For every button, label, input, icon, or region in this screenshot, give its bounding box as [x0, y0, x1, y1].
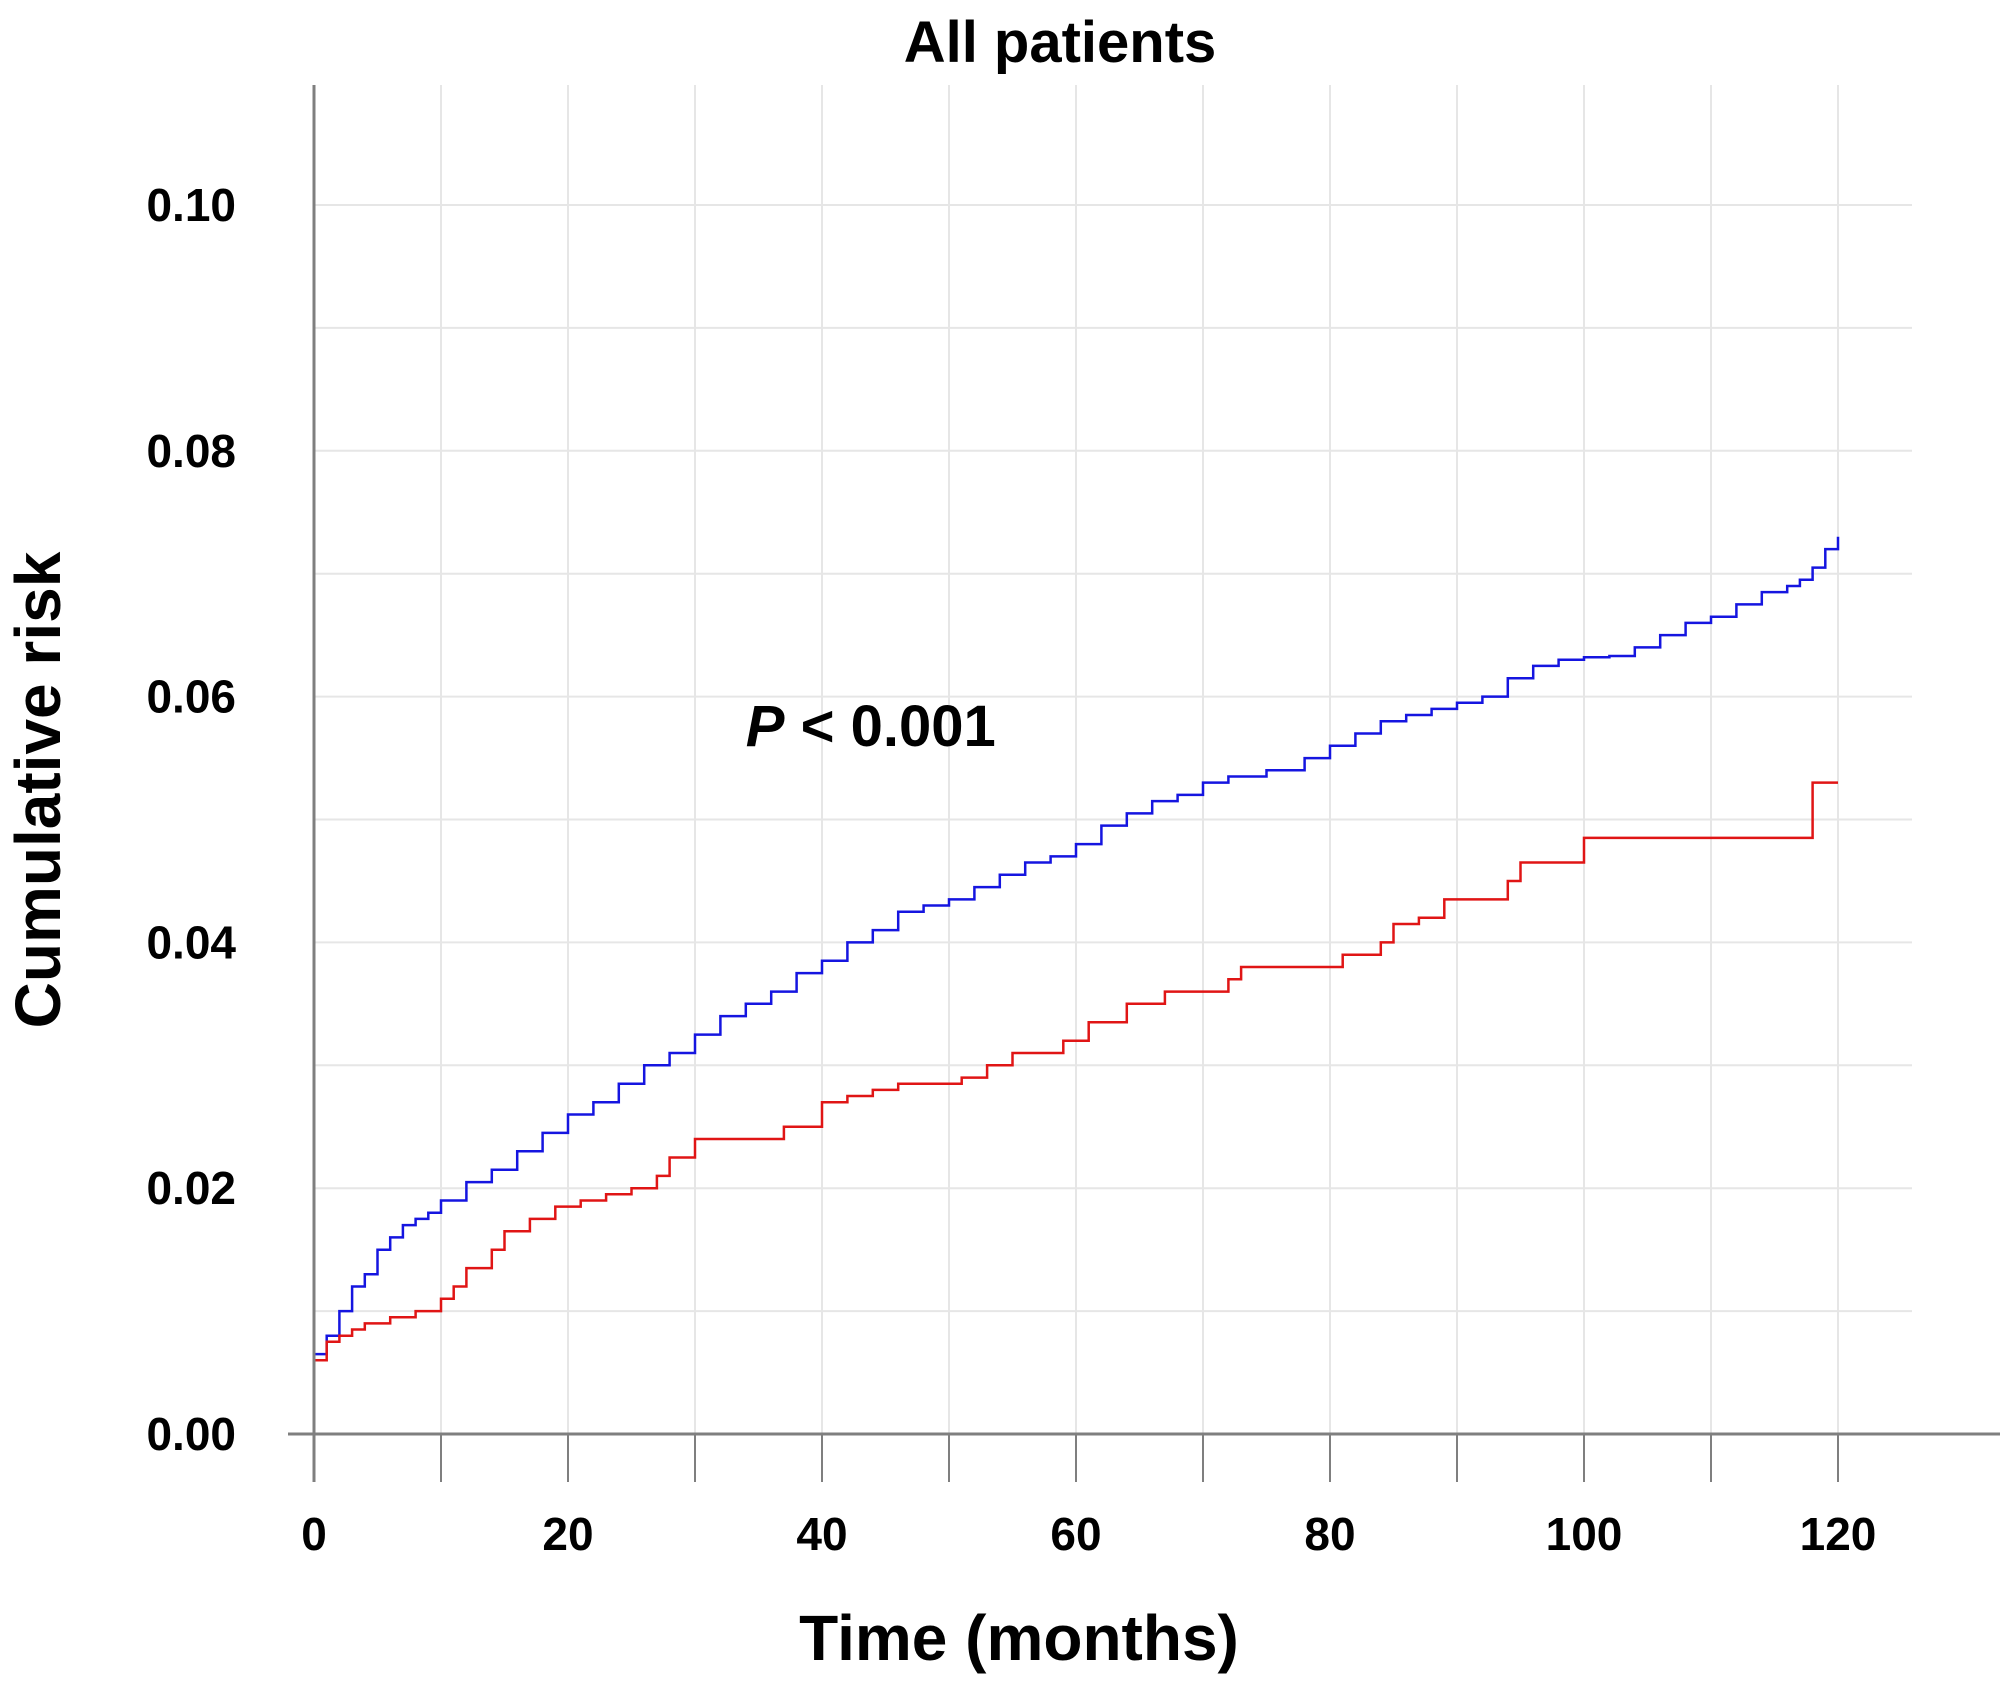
x-tick-label: 0 [301, 1508, 327, 1560]
p-value-annotation: P < 0.001 [746, 694, 996, 759]
series-line-1 [314, 536, 1840, 1356]
p-value-text: < 0.001 [784, 694, 995, 759]
x-tick-label: 80 [1304, 1508, 1355, 1560]
x-tick-label: 20 [542, 1508, 593, 1560]
tick-labels: 0 20 40 60 80 100 120 0.00 0.02 0.04 0.06 0.08 0.10 [146, 179, 1876, 1560]
series-layer [314, 536, 1840, 1362]
chart-title: All patients [904, 10, 1217, 75]
y-tick-label: 0.08 [146, 425, 236, 477]
x-tick-label: 60 [1050, 1508, 1101, 1560]
y-axis-label: Cumulative risk [2, 551, 74, 1028]
grid [314, 85, 1912, 1434]
y-tick-label: 0.10 [146, 179, 236, 231]
y-tick-label: 0.04 [146, 916, 236, 968]
series-line-2 [314, 781, 1838, 1362]
y-tick-label: 0.02 [146, 1162, 236, 1214]
x-tick-label: 100 [1546, 1508, 1623, 1560]
y-tick-label: 0.06 [146, 671, 236, 723]
x-tick-label: 40 [796, 1508, 847, 1560]
y-tick-label: 0.00 [146, 1408, 236, 1460]
x-axis-label: Time (months) [799, 1602, 1239, 1674]
x-tick-label: 120 [1800, 1508, 1877, 1560]
p-symbol: P [746, 694, 785, 759]
axes [288, 85, 2000, 1482]
